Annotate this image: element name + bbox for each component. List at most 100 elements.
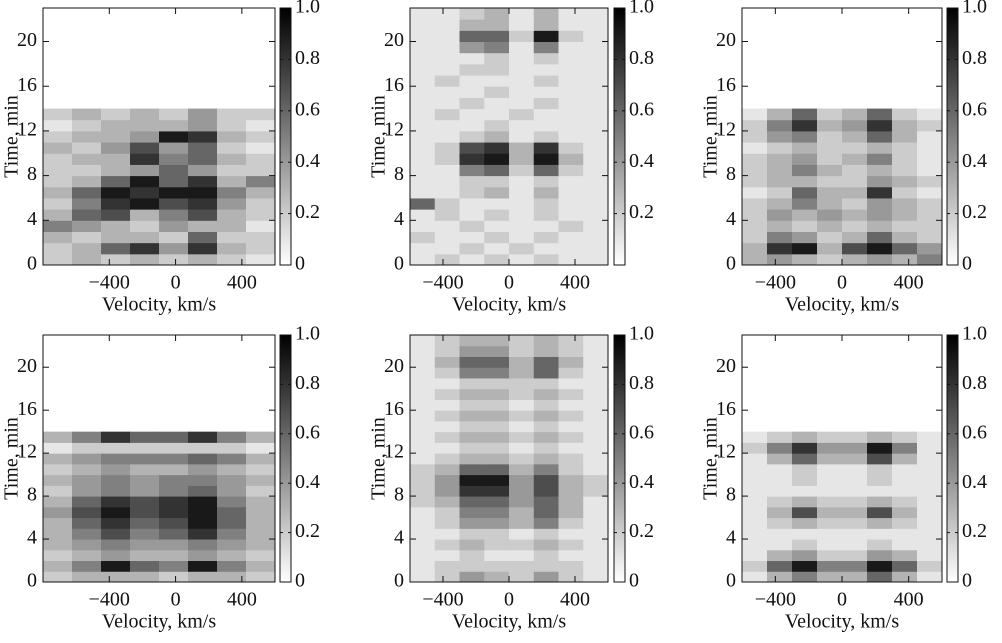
cell bbox=[434, 474, 460, 486]
cell bbox=[43, 506, 73, 519]
cell bbox=[217, 560, 247, 572]
y-axis-label: Time, min bbox=[368, 417, 390, 500]
cell bbox=[867, 431, 893, 443]
cell bbox=[509, 517, 535, 529]
cell bbox=[459, 453, 485, 465]
cell bbox=[434, 528, 460, 540]
cell bbox=[484, 242, 510, 255]
cell bbox=[533, 496, 559, 508]
cell bbox=[484, 231, 510, 244]
colorbar bbox=[613, 7, 626, 266]
cell bbox=[484, 142, 510, 154]
cell bbox=[742, 560, 768, 572]
cell bbox=[842, 175, 868, 188]
cell bbox=[217, 474, 247, 486]
y-tick-label: 8 bbox=[726, 484, 736, 506]
cell bbox=[159, 153, 189, 165]
y-tick-label: 20 bbox=[384, 29, 404, 51]
cell bbox=[159, 431, 189, 443]
cell bbox=[742, 474, 768, 486]
cell bbox=[792, 539, 818, 551]
cell bbox=[188, 463, 218, 476]
cell bbox=[817, 153, 843, 165]
y-tick-label: 16 bbox=[17, 398, 37, 420]
cell bbox=[558, 41, 584, 54]
cell bbox=[246, 517, 275, 529]
colorbar-tick-label: 0.8 bbox=[629, 47, 654, 69]
cell bbox=[509, 571, 535, 582]
cell bbox=[558, 474, 584, 486]
cell bbox=[558, 220, 584, 232]
y-tick-label: 4 bbox=[394, 208, 404, 230]
cell bbox=[558, 431, 584, 443]
cell bbox=[43, 220, 73, 232]
cell bbox=[892, 528, 918, 540]
cell bbox=[130, 496, 160, 508]
cell bbox=[742, 153, 768, 165]
cell bbox=[509, 30, 535, 43]
x-tick-label: 400 bbox=[560, 589, 590, 611]
cell bbox=[484, 345, 510, 357]
cell bbox=[130, 197, 160, 210]
cell bbox=[742, 463, 768, 476]
cell bbox=[867, 571, 893, 582]
cell bbox=[159, 209, 189, 221]
cell bbox=[767, 431, 793, 443]
cell bbox=[459, 377, 485, 390]
colorbar bbox=[946, 7, 959, 266]
cell bbox=[867, 130, 893, 143]
cell bbox=[72, 220, 102, 232]
cells bbox=[410, 8, 608, 265]
cell bbox=[509, 431, 535, 443]
cell bbox=[72, 186, 102, 199]
cell bbox=[246, 453, 275, 465]
cell bbox=[434, 220, 460, 232]
cell bbox=[509, 539, 535, 551]
cell bbox=[533, 335, 559, 347]
cell bbox=[792, 528, 818, 540]
cell bbox=[842, 231, 868, 244]
cell bbox=[558, 142, 584, 154]
cell bbox=[459, 431, 485, 443]
cell bbox=[410, 41, 436, 54]
cell bbox=[159, 539, 189, 551]
cell bbox=[188, 175, 218, 188]
cell bbox=[130, 560, 160, 572]
cell bbox=[767, 119, 793, 132]
cell bbox=[509, 560, 535, 572]
cell bbox=[842, 253, 868, 265]
cell bbox=[434, 399, 460, 411]
cells bbox=[410, 335, 608, 582]
cell bbox=[767, 517, 793, 529]
y-axis-label: Time, min bbox=[700, 417, 722, 500]
cell bbox=[246, 175, 275, 188]
cell bbox=[159, 528, 189, 540]
cell bbox=[767, 142, 793, 154]
cell bbox=[434, 571, 460, 582]
cell bbox=[917, 442, 942, 454]
cell bbox=[101, 539, 131, 551]
cell bbox=[101, 153, 131, 165]
cell bbox=[792, 209, 818, 221]
cell bbox=[867, 153, 893, 165]
cell bbox=[767, 539, 793, 551]
cell bbox=[72, 209, 102, 221]
cell bbox=[217, 142, 247, 154]
cell bbox=[892, 209, 918, 221]
cell bbox=[410, 130, 436, 143]
cell bbox=[130, 453, 160, 465]
cell bbox=[767, 153, 793, 165]
cell bbox=[533, 453, 559, 465]
cell bbox=[72, 253, 102, 265]
cell bbox=[817, 186, 843, 199]
cell bbox=[583, 453, 608, 465]
cell bbox=[159, 186, 189, 199]
cell bbox=[533, 86, 559, 98]
x-tick-label: 0 bbox=[837, 589, 847, 611]
cell bbox=[767, 197, 793, 210]
cell bbox=[558, 345, 584, 357]
cell bbox=[583, 97, 608, 110]
cell bbox=[101, 549, 131, 562]
cell bbox=[484, 220, 510, 232]
cell bbox=[217, 186, 247, 199]
